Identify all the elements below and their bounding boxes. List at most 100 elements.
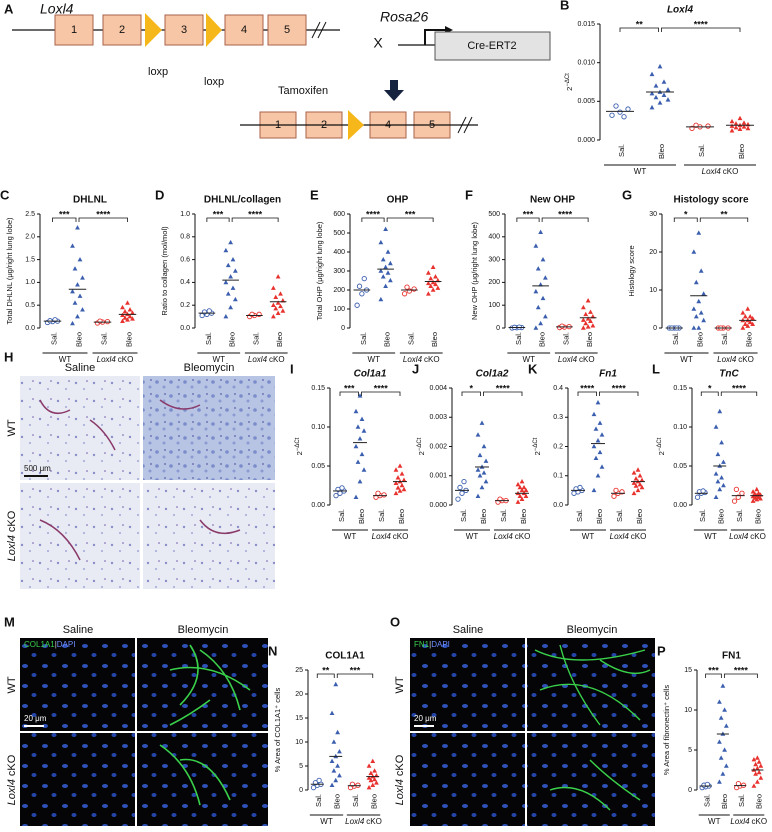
significance-label: ***: [344, 383, 355, 393]
data-point: [517, 484, 523, 490]
data-point: [331, 739, 337, 744]
data-point: [523, 493, 529, 499]
data-point: [737, 115, 743, 121]
significance-label: ****: [612, 383, 627, 393]
genotype-label: WT: [320, 817, 333, 826]
data-point: [591, 411, 597, 417]
data-point: [521, 484, 527, 490]
category-label: Bleo: [370, 794, 379, 809]
data-point: [613, 103, 619, 109]
data-point: [758, 775, 764, 780]
data-point: [701, 291, 707, 296]
genotype-suffix: cKO: [118, 355, 134, 364]
significance-bracket: [231, 217, 279, 222]
y-tick-label: 2.0: [25, 234, 35, 241]
y-tick-label: 500: [333, 230, 345, 237]
data-point: [717, 486, 723, 492]
genotype-label: Loxl4 cKO: [403, 355, 440, 364]
data-point: [357, 393, 363, 398]
y-tick-label: 0.000: [577, 137, 595, 144]
scale-label: 20 μm: [24, 714, 47, 723]
data-point: [691, 249, 697, 254]
category-label: Sal.: [703, 794, 712, 807]
category-label: Sal.: [377, 509, 386, 522]
fluorescence-image: [20, 638, 135, 731]
y-axis-label-base: Total OHP (μg/right lung lobe): [315, 221, 324, 320]
fluorescence-image: [527, 733, 655, 826]
data-point: [278, 303, 283, 309]
data-point: [130, 310, 135, 315]
data-point: [756, 769, 762, 775]
data-point: [372, 776, 377, 782]
data-point: [737, 126, 743, 131]
data-point: [366, 775, 372, 780]
significance-bracket: [516, 217, 540, 222]
loxp-site: [206, 13, 222, 47]
y-tick-label: 0.005: [577, 98, 595, 105]
data-point: [523, 487, 529, 493]
row-label: WT: [6, 419, 18, 436]
data-point: [425, 280, 431, 286]
data-point: [455, 496, 461, 502]
data-point: [359, 291, 365, 297]
category-label: Bleo: [430, 332, 439, 347]
data-point: [515, 499, 521, 504]
y-tick-label: 100: [333, 306, 345, 313]
data-point: [515, 481, 521, 487]
y-tick-label: 0.002: [429, 443, 447, 450]
row-label: Loxl4 cKO: [6, 754, 18, 805]
exon-label: 4: [385, 119, 391, 131]
exon-label: 2: [119, 24, 125, 36]
y-tick-label: 1.0: [180, 211, 190, 218]
data-point: [378, 239, 384, 245]
data-point: [72, 300, 78, 305]
significance-bracket: [723, 673, 758, 678]
data-point: [329, 710, 335, 715]
category-label: Bleo: [754, 794, 763, 809]
fluorescence-image: [410, 733, 525, 826]
y-tick-label: 0.00: [311, 502, 325, 509]
data-point: [715, 479, 721, 484]
data-point: [653, 83, 659, 88]
category-label: Bleo: [745, 332, 754, 347]
genotype-gene: Loxl4: [248, 355, 268, 364]
y-tick-label: 200: [488, 279, 500, 286]
data-point: [538, 229, 544, 235]
panel-letter: N: [268, 643, 277, 658]
category-label: Sal.: [615, 509, 624, 522]
data-point: [353, 494, 359, 499]
data-point: [77, 257, 83, 262]
y-axis-label: % Area of fibronectin⁺ cells: [662, 685, 671, 776]
category-label: Bleo: [696, 332, 705, 347]
data-point: [742, 321, 748, 326]
col1a1-signal: [159, 644, 251, 806]
row-label-suffix: cKO: [6, 510, 18, 532]
data-point: [597, 420, 603, 425]
data-point: [740, 325, 746, 330]
category-label: Bleo: [635, 509, 644, 524]
category-label: Bleo: [595, 509, 604, 524]
data-point: [228, 239, 234, 245]
data-point: [230, 285, 236, 290]
data-point: [80, 275, 85, 280]
data-point: [397, 463, 403, 468]
data-point: [381, 492, 387, 498]
treatment-label: Tamoxifen: [278, 85, 328, 97]
data-point: [752, 491, 758, 496]
data-point: [333, 777, 339, 783]
data-point: [631, 490, 637, 496]
fluorescence-image: [137, 638, 268, 731]
genotype-suffix: cKO: [269, 355, 285, 364]
data-point: [723, 763, 729, 768]
significance-bracket: [361, 217, 385, 222]
data-point: [631, 470, 637, 475]
data-point: [120, 304, 125, 310]
data-point: [719, 475, 724, 480]
genotype-gene: Loxl4: [702, 167, 722, 176]
data-point: [273, 294, 279, 300]
significance-label: ****: [96, 209, 111, 219]
row-label: WT: [394, 676, 406, 693]
significance-bracket: [673, 217, 698, 222]
significance-bracket: [705, 673, 722, 678]
